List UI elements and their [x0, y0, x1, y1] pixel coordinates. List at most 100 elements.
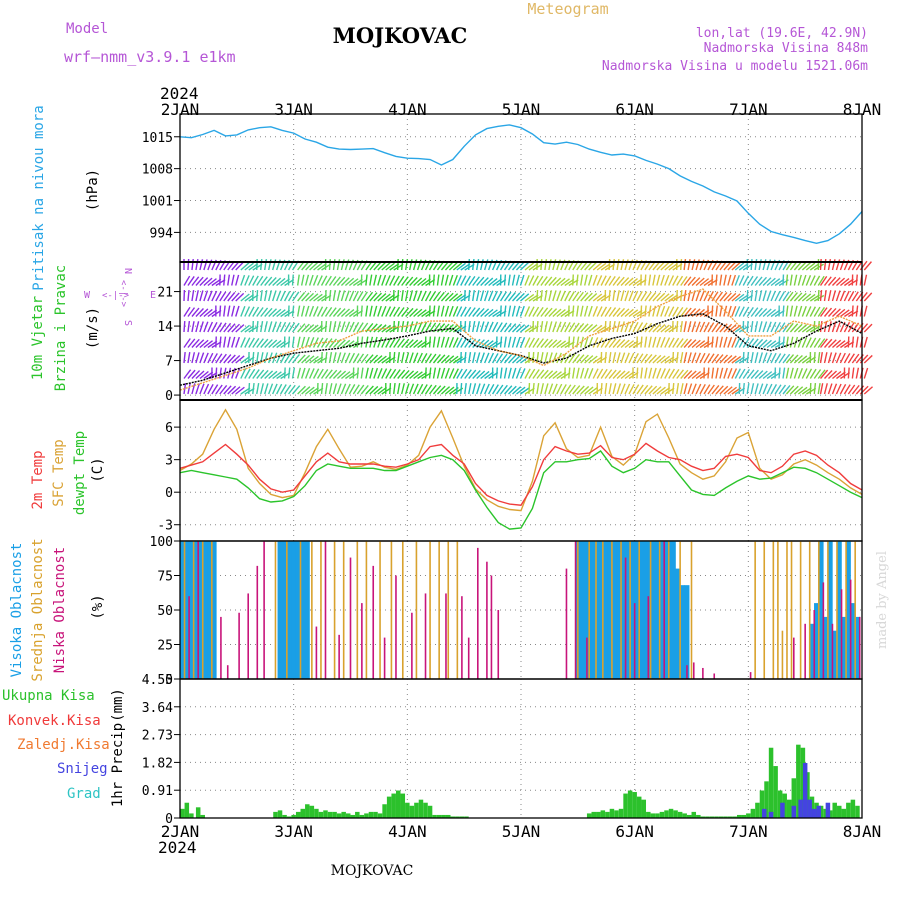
wind-barb — [536, 351, 540, 364]
wind-barb — [644, 385, 653, 395]
wind-barb — [564, 322, 571, 333]
wind-barb — [369, 367, 374, 379]
wind-barb — [276, 277, 286, 287]
precip-bar — [609, 808, 615, 818]
wind-barb — [183, 383, 187, 395]
wind-barb — [660, 293, 670, 302]
wind-barb — [656, 367, 662, 379]
wind-barb — [191, 321, 195, 333]
wind-barb — [484, 340, 494, 349]
wind-barb — [576, 385, 585, 395]
wind-barb — [195, 352, 200, 364]
wind-barb — [348, 352, 356, 364]
wind-barb — [746, 289, 749, 302]
wind-barb — [608, 258, 611, 271]
wind-barb — [444, 355, 455, 364]
wind-barb — [604, 275, 612, 286]
wind-barb — [389, 382, 392, 395]
wind-barb — [719, 385, 729, 395]
wind-barb — [588, 293, 598, 302]
wind-barb — [440, 305, 445, 317]
wind-barb — [515, 336, 521, 348]
wind-barb — [199, 308, 209, 318]
wind-barb — [664, 337, 671, 348]
wind-barb — [219, 336, 222, 348]
wind-barb — [468, 258, 471, 271]
wind-barb — [385, 306, 392, 317]
wind-barb — [683, 321, 687, 333]
precip-bar — [841, 808, 847, 818]
wind-barb — [499, 305, 502, 317]
wind-barb — [287, 367, 291, 379]
wind-barb — [300, 305, 305, 317]
wind-barb — [381, 274, 387, 286]
precip-bar — [800, 747, 806, 818]
wind-barb — [223, 385, 232, 395]
wind-barb — [291, 322, 300, 333]
wind-barb — [805, 275, 812, 286]
wind-barb — [413, 277, 423, 287]
wind-barb — [283, 367, 286, 379]
wind-barb — [572, 322, 580, 333]
wind-barb — [536, 383, 540, 395]
precip-bar — [332, 811, 337, 818]
wind-barb — [652, 274, 656, 286]
wind-barb — [413, 308, 423, 318]
wind-barb — [432, 305, 436, 317]
wind-barb — [540, 369, 549, 379]
wind-barb — [823, 290, 827, 302]
cloud-bar — [679, 585, 685, 679]
wind-barb — [644, 274, 647, 286]
wind-barb — [793, 292, 803, 302]
wind-barb — [308, 368, 315, 379]
wind-barb — [695, 340, 706, 349]
wind-barb — [793, 305, 798, 317]
wind-barb — [580, 292, 589, 302]
precip-bar — [846, 802, 851, 818]
wind-barb — [680, 369, 689, 379]
wind-barb — [656, 324, 666, 333]
wind-barb — [464, 275, 471, 286]
wind-barb — [203, 290, 209, 302]
wind-barb — [324, 338, 333, 348]
wind-barb — [275, 321, 282, 333]
wind-barb — [480, 370, 490, 380]
wind-barb — [823, 276, 832, 286]
wind-barb — [312, 368, 320, 379]
precip-bar — [464, 816, 469, 818]
wind-barb — [831, 352, 837, 364]
wind-barb — [203, 277, 213, 287]
wind-barb — [408, 321, 414, 333]
wind-barb — [464, 320, 467, 333]
wind-barb — [348, 278, 359, 287]
wind-barb — [183, 369, 192, 379]
ytick-label: 50 — [157, 604, 173, 619]
wind-barb — [703, 353, 711, 364]
precip-bar — [195, 807, 201, 818]
wind-barb — [377, 274, 382, 286]
wind-barb — [420, 384, 428, 395]
wind-barb — [264, 352, 269, 364]
wind-barb — [699, 321, 706, 333]
wind-barb — [503, 305, 507, 317]
wind-barb — [401, 338, 410, 348]
wind-barb — [785, 291, 794, 302]
wind-barb — [620, 383, 626, 395]
wind-barb — [612, 290, 616, 302]
wind-barb — [511, 336, 517, 348]
wind-barb — [304, 336, 310, 348]
wind-barb — [548, 259, 552, 271]
wind-barb — [356, 291, 364, 302]
wind-barb — [440, 336, 445, 348]
wind-barb — [620, 339, 630, 349]
wind-barb — [393, 337, 401, 348]
wind-barb — [240, 368, 247, 379]
wind-barb — [616, 370, 626, 380]
wind-barb — [742, 351, 745, 364]
wind-barb — [723, 305, 728, 317]
ytick-label: 0 — [165, 486, 173, 501]
wind-barb — [336, 259, 341, 271]
wind-barb — [479, 290, 485, 302]
wind-barb — [340, 277, 350, 286]
wind-barb — [819, 289, 823, 302]
